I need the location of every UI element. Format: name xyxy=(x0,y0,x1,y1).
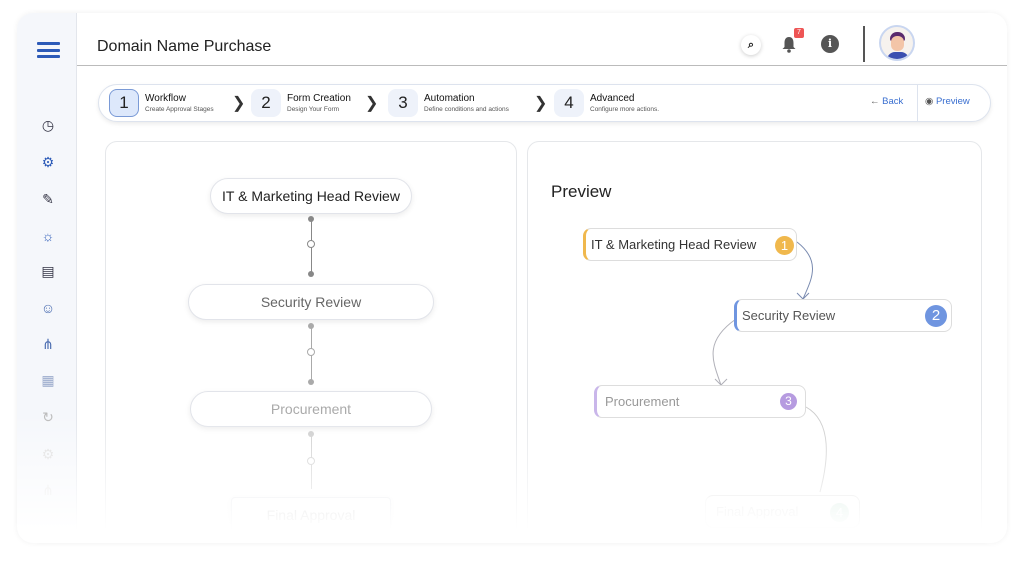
divider xyxy=(917,85,918,121)
preview-panel: Preview IT & Marketing Head Review 1 Sec… xyxy=(527,141,982,543)
preview-title: Preview xyxy=(551,182,612,201)
connector-dot xyxy=(308,271,314,277)
modules-icon[interactable]: ▦ xyxy=(41,372,55,388)
connector-arrow xyxy=(712,318,737,386)
preview-node[interactable]: Procurement 3 xyxy=(594,385,806,418)
chevron-right-icon: ❯ xyxy=(534,95,548,112)
node-label: Security Review xyxy=(742,308,836,323)
step-subtitle: Define conditions and actions xyxy=(424,106,509,113)
app-window: ◷ ⚙ ✎ ☼ ▤ ☺ ⋔ ▦ ↻ ⚙ ⋔ Domain Name Purcha… xyxy=(17,13,1007,543)
node-badge: 1 xyxy=(775,236,794,255)
step-form-creation[interactable]: 2 Form Creation Design Your Form xyxy=(251,89,351,117)
bell-icon[interactable] xyxy=(781,36,797,53)
form-edit-icon[interactable]: ✎ xyxy=(42,191,54,207)
stage-node[interactable]: Procurement xyxy=(190,391,432,427)
preview-label: Preview xyxy=(935,96,970,107)
step-number: 3 xyxy=(388,89,418,117)
step-subtitle: Create Approval Stages xyxy=(145,106,214,113)
dashboard-icon[interactable]: ◷ xyxy=(41,117,55,133)
node-badge: 4 xyxy=(830,503,849,522)
step-number: 4 xyxy=(554,89,584,117)
step-automation[interactable]: 3 Automation Define conditions and action… xyxy=(388,89,509,117)
step-title: Workflow xyxy=(145,93,186,104)
arrow-left-icon: ← xyxy=(870,96,880,107)
step-title: Advanced xyxy=(590,93,635,104)
step-subtitle: Design Your Form xyxy=(287,106,340,113)
notification-badge: 7 xyxy=(794,28,804,38)
history-icon[interactable]: ↻ xyxy=(42,409,54,425)
step-number: 1 xyxy=(109,89,139,117)
automation-icon[interactable]: ☼ xyxy=(41,228,55,244)
preview-button[interactable]: ◉ Preview xyxy=(925,96,970,107)
header-divider-line xyxy=(77,65,1007,66)
back-label: Back xyxy=(882,96,904,107)
node-label: IT & Marketing Head Review xyxy=(591,237,757,252)
hierarchy-icon[interactable]: ⋔ xyxy=(42,336,54,352)
node-label: Final Approval xyxy=(716,504,799,519)
settings-icon[interactable]: ⚙ xyxy=(41,446,55,462)
node-badge: 2 xyxy=(925,305,947,327)
add-stage-icon[interactable] xyxy=(307,348,315,356)
connector-arrow xyxy=(805,406,827,493)
connector-arrow xyxy=(796,241,814,300)
sidebar: ◷ ⚙ ✎ ☼ ▤ ☺ ⋔ ▦ ↻ ⚙ ⋔ xyxy=(17,13,77,543)
stage-node[interactable]: Security Review xyxy=(188,284,434,320)
user-settings-icon[interactable]: ☺ xyxy=(40,300,56,316)
stepper: 1 Workflow Create Approval Stages ❯ 2 For… xyxy=(98,84,991,122)
avatar[interactable] xyxy=(879,25,915,61)
menu-icon[interactable] xyxy=(37,42,60,58)
preview-connectors xyxy=(712,241,827,493)
preview-node[interactable]: IT & Marketing Head Review 1 xyxy=(583,228,797,261)
back-button[interactable]: ← Back xyxy=(870,96,903,107)
node-badge: 3 xyxy=(780,393,797,410)
eye-icon: ◉ xyxy=(925,96,934,107)
node-label: Procurement xyxy=(605,394,680,409)
step-workflow[interactable]: 1 Workflow Create Approval Stages xyxy=(109,89,214,117)
header-divider xyxy=(863,26,865,62)
step-advanced[interactable]: 4 Advanced Configure more actions. xyxy=(554,89,659,117)
org-chart-icon[interactable]: ⋔ xyxy=(42,482,54,498)
stage-node[interactable]: Final Approval xyxy=(231,497,391,533)
search-icon[interactable]: ⌕ xyxy=(741,35,761,55)
page-title: Domain Name Purchase xyxy=(97,38,272,55)
workflow-icon[interactable]: ⚙ xyxy=(41,154,55,170)
preview-node[interactable]: Security Review 2 xyxy=(734,299,952,332)
records-icon[interactable]: ▤ xyxy=(41,263,55,279)
step-title: Form Creation xyxy=(287,93,351,104)
workflow-canvas: IT & Marketing Head Review Security Revi… xyxy=(105,141,517,543)
add-stage-icon[interactable] xyxy=(307,240,315,248)
chevron-right-icon: ❯ xyxy=(232,95,246,112)
info-icon[interactable]: i xyxy=(821,35,839,53)
add-stage-icon[interactable] xyxy=(307,457,315,465)
step-subtitle: Configure more actions. xyxy=(590,106,660,113)
chevron-right-icon: ❯ xyxy=(365,95,379,112)
step-number: 2 xyxy=(251,89,281,117)
preview-node[interactable]: Final Approval 4 xyxy=(705,495,860,528)
step-title: Automation xyxy=(424,93,475,104)
stage-node[interactable]: IT & Marketing Head Review xyxy=(210,178,412,214)
connector-dot xyxy=(308,379,314,385)
